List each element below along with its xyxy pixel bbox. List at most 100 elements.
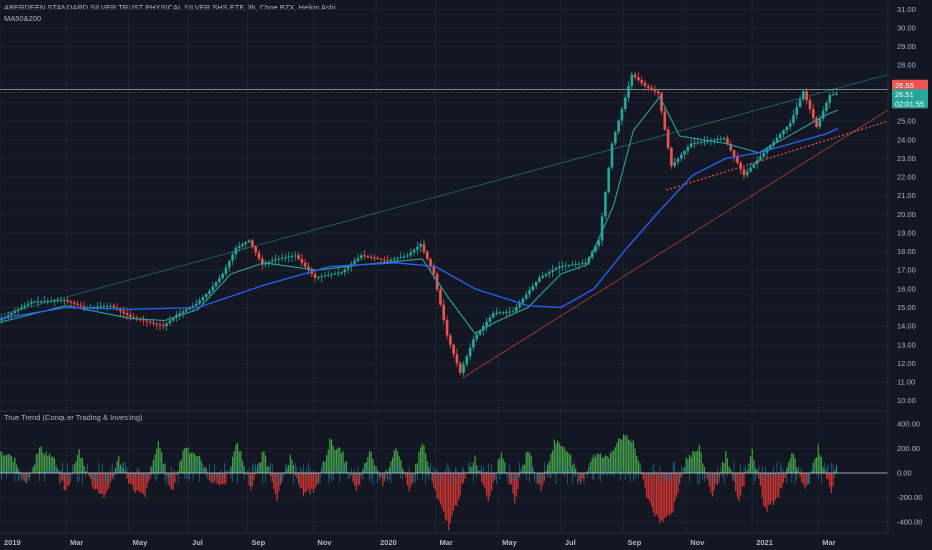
candle-body (726, 137, 729, 145)
trend-bar (621, 439, 623, 473)
candle-body (663, 111, 667, 130)
trend-bar (60, 473, 62, 483)
trend-bar (695, 451, 697, 473)
trend-bar (365, 462, 367, 473)
candle-body (356, 258, 360, 261)
candle-body (531, 286, 535, 291)
trend-bar (474, 455, 476, 473)
trend-bar (75, 461, 77, 473)
trend-bar (820, 456, 823, 473)
trend-bar (340, 452, 343, 473)
x-tick-label: Nov (690, 538, 705, 547)
trend-bar (454, 473, 456, 506)
candle-body (475, 334, 479, 340)
candle-body (524, 294, 528, 299)
trend-bar (439, 473, 442, 505)
candle-body (264, 263, 267, 265)
trend-bar (601, 457, 603, 473)
candle-body (376, 258, 380, 260)
candle-body (759, 156, 762, 161)
trend-bar (552, 450, 554, 473)
trend-bar (758, 473, 760, 480)
trend-bar (766, 473, 768, 512)
trend-bar (550, 453, 552, 473)
trend-bar (179, 461, 181, 473)
trend-bar (517, 473, 519, 490)
trend-bar (240, 451, 242, 473)
candle-body (277, 258, 281, 260)
trend-bar (212, 473, 214, 484)
candle-body (551, 270, 554, 273)
trend-bar (231, 456, 234, 473)
candle-body (422, 244, 426, 252)
trend-bar (327, 449, 329, 473)
trend-bar (654, 473, 656, 517)
candle-body (716, 139, 719, 141)
candle-body (442, 304, 446, 321)
trend-bar (441, 473, 443, 509)
trend-bar (172, 473, 174, 490)
candle-body (749, 167, 752, 172)
trend-bar (187, 447, 189, 473)
trend-bar (233, 451, 235, 473)
trend-bar (814, 458, 816, 473)
trend-bar (764, 473, 767, 508)
trend-bar (749, 456, 752, 473)
trend-bar (7, 454, 9, 473)
candle-body (122, 311, 126, 314)
trend-bar (93, 473, 95, 490)
price-tick-label: 31.00 (897, 5, 916, 14)
x-tick-label: Sep (251, 538, 265, 547)
trend-bar (230, 466, 232, 473)
trend-bar (368, 450, 371, 473)
trend-bar (304, 473, 306, 493)
trend-bar (499, 458, 501, 473)
candle-body (468, 347, 472, 356)
candle-body (59, 300, 63, 302)
trend-bar (829, 473, 831, 487)
candle-body (577, 263, 581, 265)
candle-body (739, 162, 742, 169)
trend-bar (98, 473, 100, 494)
candle-body (485, 321, 488, 327)
trend-bar (655, 473, 658, 514)
price-tick-label: 13.00 (897, 340, 916, 349)
trend-bar (641, 473, 643, 475)
trend-bar (660, 473, 663, 521)
trend-bar (385, 470, 387, 473)
candle-body (835, 93, 838, 95)
candle-body (488, 317, 492, 322)
trend-bar (390, 461, 392, 473)
trend-bar (769, 473, 771, 505)
trend-bar (609, 452, 611, 473)
trend-bar (149, 473, 151, 480)
trend-bar (17, 468, 19, 473)
trend-bar (768, 473, 770, 505)
price-tick-label: 21.00 (897, 191, 916, 200)
price-tick-label: 16.00 (897, 284, 916, 293)
trend-bar (453, 473, 455, 511)
candle-body (686, 147, 690, 151)
candle-body (303, 262, 307, 267)
trend-bar (525, 452, 527, 473)
trend-bar (45, 451, 47, 473)
candle-body (366, 256, 370, 258)
trend-bar (509, 473, 511, 485)
candle-body (201, 297, 205, 301)
trend-bar (329, 438, 331, 473)
trend-bar (646, 473, 648, 498)
trend-bar (637, 460, 639, 473)
candle-body (112, 305, 116, 308)
trend-bar (505, 472, 508, 473)
trend-bar (401, 468, 404, 473)
candle-body (195, 303, 198, 306)
trend-bar (251, 473, 253, 486)
candle-body (363, 255, 366, 257)
trend-tick-label: 0.00 (897, 469, 912, 478)
trend-bar (515, 473, 517, 497)
trend-bar (443, 473, 445, 512)
trend-bar (751, 448, 753, 473)
trend-bar (730, 469, 732, 473)
trend-bar (720, 473, 722, 474)
